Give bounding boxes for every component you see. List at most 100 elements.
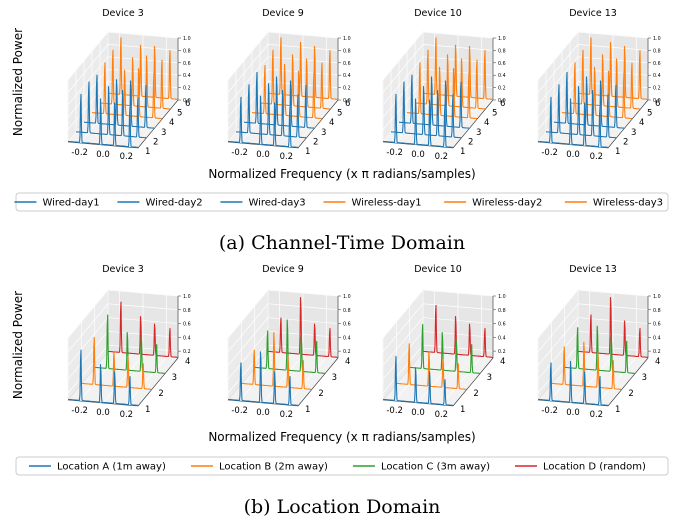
z-tick-label: 0.2 xyxy=(343,349,351,355)
depth-tick-label: 1 xyxy=(305,405,310,415)
z-tick-label: 0.4 xyxy=(498,73,506,79)
depth-tick-label: 2 xyxy=(153,137,158,147)
x-tick-label: 0.2 xyxy=(590,410,604,420)
depth-tick-label: 4 xyxy=(639,118,644,128)
series-line xyxy=(268,37,339,100)
x-tick-label: 0.0 xyxy=(411,408,425,418)
series-line xyxy=(407,62,478,120)
z-tick-label: 1.0 xyxy=(183,294,191,300)
x-tick-label: 0.2 xyxy=(120,410,134,420)
depth-tick-label: 4 xyxy=(185,357,190,367)
series-line xyxy=(68,349,139,406)
series-line xyxy=(554,71,625,129)
series-line xyxy=(423,37,494,100)
z-tick-label: 0.8 xyxy=(183,308,191,314)
series-line xyxy=(100,49,171,110)
depth-tick-label: 3 xyxy=(172,373,177,383)
legend-a-label: Wireless-day1 xyxy=(351,198,421,209)
xlabel-a: Normalized Frequency (x π radians/sample… xyxy=(208,167,475,181)
series-line xyxy=(423,304,494,358)
z-tick-label: 0.6 xyxy=(498,322,506,328)
x-tick-label: -0.2 xyxy=(386,406,403,416)
legend-b-item: Location D (random) xyxy=(514,462,646,473)
z-tick-label: 0.0 xyxy=(183,98,191,104)
subplot-title: Device 3 xyxy=(102,8,144,19)
x-tick-label: 0.2 xyxy=(280,152,294,162)
depth-tick-label: 2 xyxy=(318,389,323,399)
legend-b-label: Location D (random) xyxy=(543,462,646,473)
depth-tick-label: 3 xyxy=(321,128,326,138)
subplot: -0.2 0.0 0.2 1234560.00.20.40.60.81.0Device… xyxy=(67,8,191,162)
series-line xyxy=(409,324,480,374)
subplot-title: Device 13 xyxy=(569,8,617,19)
x-tick-label: 0.0 xyxy=(256,408,270,418)
axes xyxy=(382,38,494,149)
depth-tick-label: 1 xyxy=(460,405,465,415)
series-line xyxy=(244,71,315,129)
depth-tick-label: 1 xyxy=(460,147,465,157)
depth-tick-label: 3 xyxy=(161,128,166,138)
depth-tick-label: 4 xyxy=(169,118,174,128)
series-line xyxy=(84,74,155,129)
depth-tick-label: 6 xyxy=(500,99,505,109)
subplot: -0.2 0.0 0.2 1234560.00.20.40.60.81.0Device… xyxy=(227,8,351,162)
depth-tick-label: 5 xyxy=(647,109,652,119)
z-tick-label: 0.2 xyxy=(653,86,661,92)
depth-tick-label: 2 xyxy=(468,137,473,147)
x-tick-label: -0.2 xyxy=(231,148,248,158)
depth-tick-label: 2 xyxy=(473,389,478,399)
z-tick-label: 0.6 xyxy=(343,322,351,328)
legend-a-label: Wireless-day2 xyxy=(472,198,542,209)
caption-a: (a) Channel-Time Domain xyxy=(219,232,465,254)
z-tick-label: 0.6 xyxy=(183,61,191,67)
depth-tick-label: 1 xyxy=(305,147,310,157)
depth-tick-label: 2 xyxy=(158,389,163,399)
series-line xyxy=(415,49,486,110)
legend-a-item: Wireless-day2 xyxy=(444,198,542,209)
legend-a-label: Wireless-day3 xyxy=(593,198,663,209)
z-tick-label: 0.0 xyxy=(343,98,351,104)
z-tick-label: 0.2 xyxy=(343,86,351,92)
grid xyxy=(537,289,649,407)
legend-b: Location A (1m away) Location B (2m away)… xyxy=(15,456,669,476)
subplot-title: Device 3 xyxy=(102,264,144,275)
series-line xyxy=(268,297,339,358)
depth-tick-label: 2 xyxy=(313,137,318,147)
subplot-title: Device 10 xyxy=(414,8,462,19)
series-line xyxy=(538,360,609,406)
z-tick-label: 0.0 xyxy=(498,98,506,104)
x-tick-label: 0.2 xyxy=(590,152,604,162)
series-line xyxy=(578,37,649,100)
z-tick-label: 0.2 xyxy=(498,349,506,355)
z-tick-label: 1.0 xyxy=(183,36,191,42)
z-tick-label: 0.6 xyxy=(343,61,351,67)
depth-tick-label: 1 xyxy=(145,405,150,415)
z-tick-label: 1.0 xyxy=(498,36,506,42)
x-tick-label: -0.2 xyxy=(386,148,403,158)
series-line xyxy=(108,37,179,100)
z-tick-label: 0.6 xyxy=(653,322,661,328)
depth-tick-label: 1 xyxy=(615,405,620,415)
legend-b-label: Location B (2m away) xyxy=(219,462,328,473)
z-tick-label: 0.8 xyxy=(498,308,506,314)
axes xyxy=(537,296,649,407)
z-tick-label: 0.4 xyxy=(653,335,661,341)
depth-tick-label: 6 xyxy=(185,99,190,109)
z-tick-label: 0.6 xyxy=(183,322,191,328)
caption-b: (b) Location Domain xyxy=(244,496,441,518)
x-tick-label: 0.2 xyxy=(435,410,449,420)
z-tick-label: 0.8 xyxy=(343,308,351,314)
series-line xyxy=(391,81,462,139)
z-tick-label: 0.4 xyxy=(343,73,351,79)
legend-a-label: Wired-day3 xyxy=(248,198,305,209)
z-tick-label: 1.0 xyxy=(343,36,351,42)
series-line xyxy=(228,351,299,406)
x-tick-label: 0.0 xyxy=(96,408,110,418)
legend-b-label: Location C (3m away) xyxy=(381,462,490,473)
axes xyxy=(382,296,494,407)
z-tick-label: 1.0 xyxy=(498,294,506,300)
